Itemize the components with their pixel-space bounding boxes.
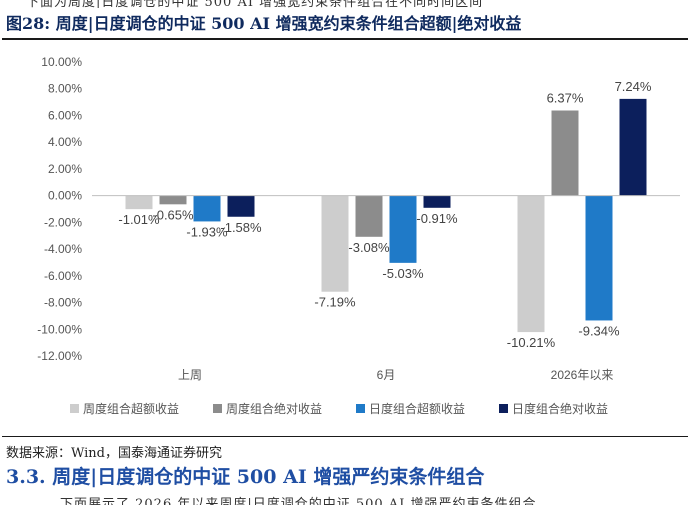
legend-label: 日度组合超额收益 bbox=[369, 401, 465, 416]
bar-1 bbox=[321, 195, 349, 292]
x-tick-label: 6月 bbox=[377, 368, 396, 382]
data-labels: -1.01%-0.65% -1.93%-1.58% -7.19% -3.08% -5.0… bbox=[118, 79, 651, 350]
bar-3 bbox=[585, 195, 613, 321]
legend-label: 周度组合超额收益 bbox=[83, 401, 179, 416]
data-label: -10.21% bbox=[507, 335, 556, 350]
bar-2 bbox=[159, 195, 187, 205]
y-tick-label: -12.00% bbox=[37, 349, 82, 363]
legend-label: 日度组合绝对收益 bbox=[512, 401, 608, 416]
bar-1 bbox=[517, 195, 545, 333]
bar-2 bbox=[551, 110, 579, 196]
y-axis: -12.00% -10.00% -8.00% -6.00% -4.00% -2.00% 0.… bbox=[37, 55, 82, 363]
data-label: -7.19% bbox=[314, 295, 356, 310]
x-tick-label: 2026年以来 bbox=[551, 368, 614, 382]
x-axis: 上周 6月 2026年以来 bbox=[178, 368, 613, 382]
y-tick-label: 6.00% bbox=[48, 108, 82, 122]
clipped-previous-text: 下面为周度|日度调仓的中证 500 AI 增强宽约束条件组合在不同时间区间 bbox=[26, 0, 484, 8]
y-tick-label: 8.00% bbox=[48, 82, 82, 96]
data-label: -1.58% bbox=[220, 220, 262, 235]
bar-1 bbox=[125, 195, 153, 210]
data-label: -1.93% bbox=[186, 224, 228, 239]
legend-label: 周度组合绝对收益 bbox=[226, 401, 322, 416]
legend-swatch bbox=[213, 404, 222, 413]
y-tick-label: -2.00% bbox=[44, 215, 82, 229]
legend-swatch bbox=[356, 404, 365, 413]
title-rule bbox=[2, 38, 688, 40]
y-tick-label: -4.00% bbox=[44, 242, 82, 256]
y-tick-label: -6.00% bbox=[44, 269, 82, 283]
bars bbox=[125, 98, 647, 333]
y-tick-label: -10.00% bbox=[37, 322, 82, 336]
y-tick-label: 4.00% bbox=[48, 135, 82, 149]
bar-4 bbox=[227, 195, 255, 217]
legend-swatch bbox=[70, 404, 79, 413]
data-source: 数据来源：Wind，国泰海通证券研究 bbox=[6, 446, 222, 461]
data-label: -5.03% bbox=[382, 266, 424, 281]
data-label: -9.34% bbox=[578, 323, 620, 338]
y-tick-label: 10.00% bbox=[41, 55, 82, 69]
bar-4 bbox=[423, 195, 451, 208]
section-heading: 3.3. 周度|日度调仓的中证 500 AI 增强严约束条件组合 bbox=[6, 466, 485, 488]
data-label: -0.65% bbox=[152, 207, 194, 222]
x-tick-label: 上周 bbox=[178, 368, 202, 382]
source-rule bbox=[2, 436, 688, 437]
y-tick-label: 0.00% bbox=[48, 189, 82, 203]
data-label: 7.24% bbox=[615, 79, 652, 94]
data-label: -0.91% bbox=[416, 211, 458, 226]
legend-swatch bbox=[499, 404, 508, 413]
y-tick-label: 2.00% bbox=[48, 162, 82, 176]
data-label: 6.37% bbox=[547, 91, 584, 106]
legend: 周度组合超额收益 周度组合绝对收益 日度组合超额收益 日度组合绝对收益 bbox=[70, 401, 608, 416]
bar-chart: -12.00% -10.00% -8.00% -6.00% -4.00% -2.00% 0.… bbox=[37, 55, 680, 416]
data-label: -3.08% bbox=[348, 240, 390, 255]
bar-4 bbox=[619, 98, 647, 196]
bar-2 bbox=[355, 195, 383, 237]
bar-3 bbox=[193, 195, 221, 222]
figure-title: 图28: 周度|日度调仓的中证 500 AI 增强宽约束条件组合超额|绝对收益 bbox=[6, 14, 522, 33]
y-tick-label: -8.00% bbox=[44, 296, 82, 310]
clipped-next-text: 下面展示了 2026 年以来周度|日度调仓的中证 500 AI 增强严约束条件组… bbox=[60, 497, 537, 505]
data-label: -1.01% bbox=[118, 212, 160, 227]
bar-3 bbox=[389, 195, 417, 263]
